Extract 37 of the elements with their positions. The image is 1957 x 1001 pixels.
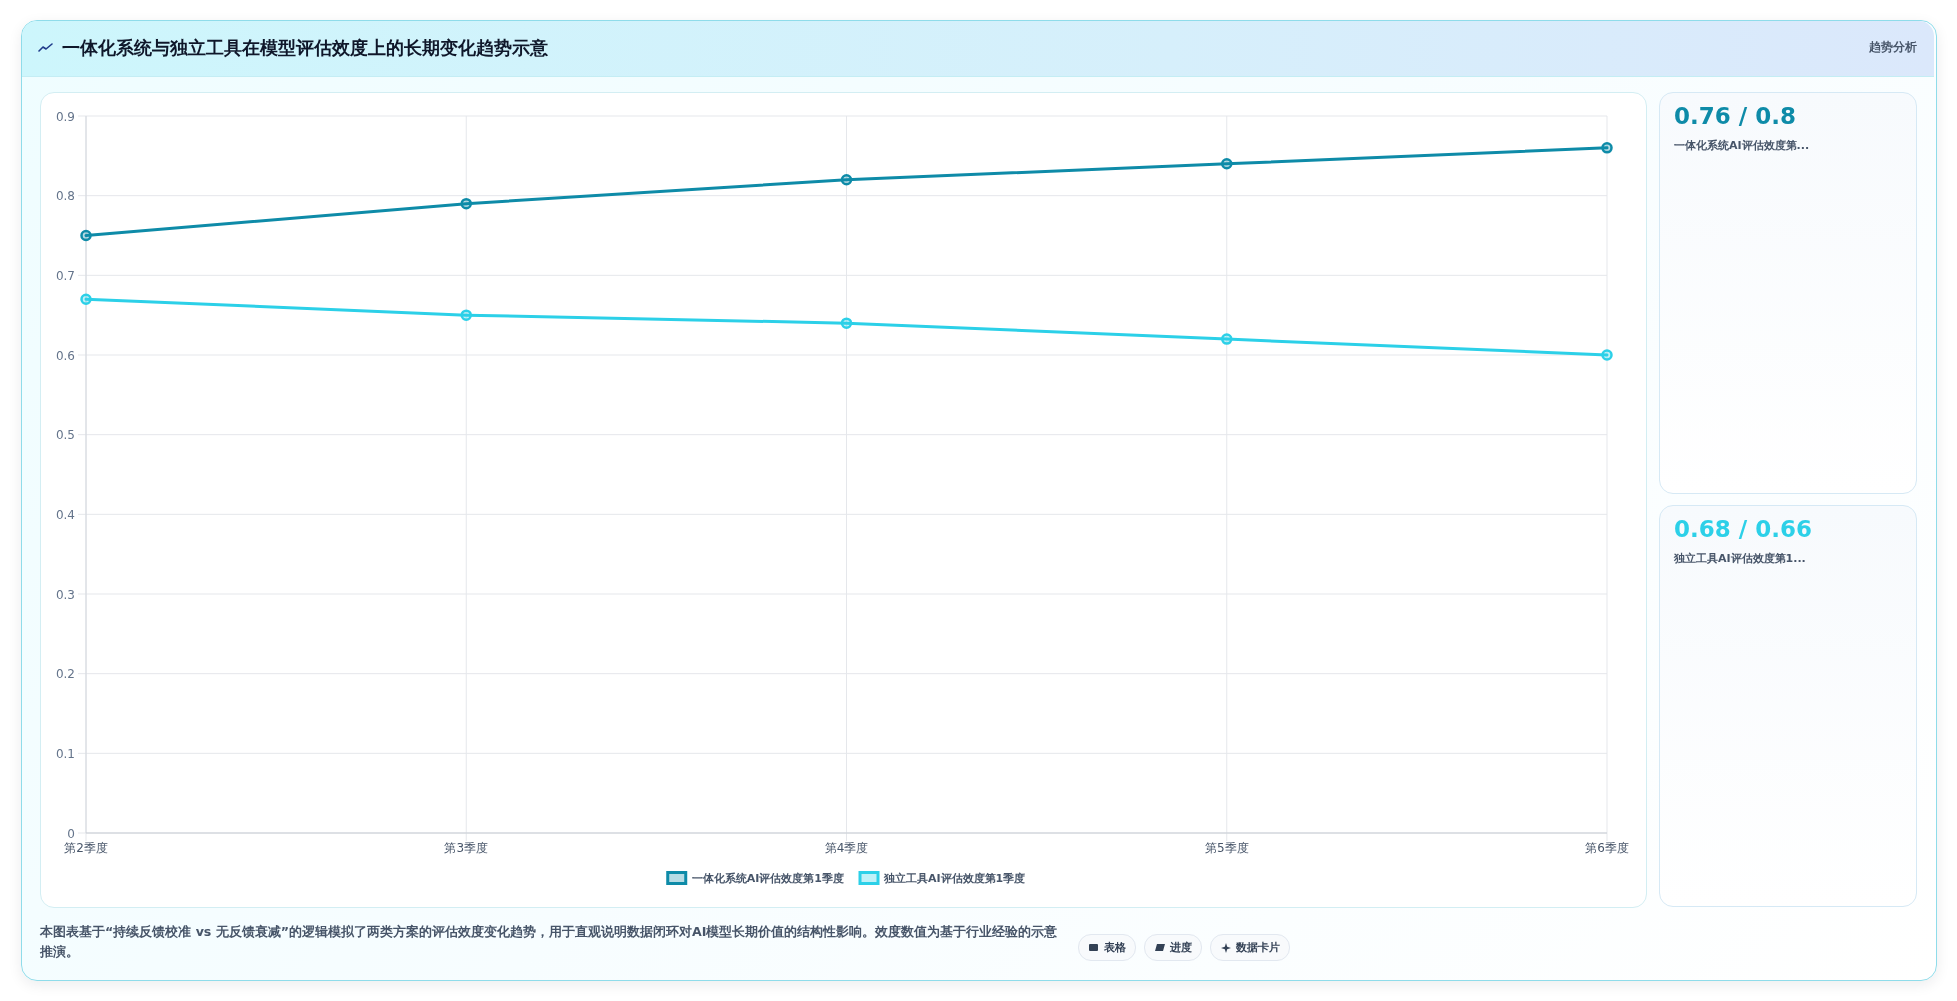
y-tick-label: 0.9 — [55, 109, 75, 124]
text: 一体化系统AI评估效度第... — [1674, 138, 1810, 153]
x-tick-label: 第4季度 — [824, 841, 869, 855]
text: 0.76 / 0.8 — [1674, 103, 1796, 129]
point — [460, 197, 472, 210]
text: 数据卡片 — [1236, 940, 1280, 955]
y-tick-label: 0.3 — [55, 587, 75, 602]
point — [1221, 333, 1233, 345]
legend-label: 独立工具AI评估效度第1季度 — [883, 872, 1026, 885]
text: 独立工具AI评估效度第1... — [1674, 551, 1806, 566]
x-tick-label: 第3季度 — [444, 841, 489, 855]
point — [80, 293, 92, 305]
y-tick-label: 0.2 — [55, 667, 75, 682]
point — [840, 317, 853, 329]
point — [80, 229, 92, 242]
text: 本图表基于“持续反馈校准 vs 无反馈衰减”的逻辑模拟了两类方案的评估效度变化趋势，用于直观说明数据闭环对AI模型长期价值的结构性影响。效度数值为基于行业经验的示意推演。 — [40, 923, 1059, 961]
x-tick-label: 第6季度 — [1585, 841, 1629, 855]
x-tick-label: 第2季度 — [64, 841, 108, 855]
chart-title: 一体化系统与独立工具在模型评估效度上的长期变化趋势示意 — [62, 36, 548, 60]
text: 趋势分析 — [1869, 40, 1917, 55]
point — [460, 309, 472, 321]
y-tick-label: 0.1 — [55, 746, 75, 761]
x-tick-label: 第5季度 — [1204, 841, 1249, 855]
y-tick-label: 0.5 — [55, 428, 75, 443]
text: 表格 — [1104, 940, 1126, 955]
y-tick-label: 0.8 — [55, 189, 75, 204]
y-tick-label: 0.4 — [55, 507, 75, 522]
point — [1221, 158, 1233, 170]
text: 0.68 / 0.66 — [1674, 516, 1812, 542]
point — [1601, 349, 1613, 361]
point — [840, 173, 853, 186]
y-tick-label: 0.7 — [55, 268, 75, 283]
text: 进度 — [1170, 940, 1192, 955]
y-tick-label: 0.6 — [55, 348, 75, 363]
y-tick-label: 0 — [67, 826, 75, 841]
point — [1601, 142, 1613, 154]
legend-label: 一体化系统AI评估效度第1季度 — [691, 872, 844, 885]
